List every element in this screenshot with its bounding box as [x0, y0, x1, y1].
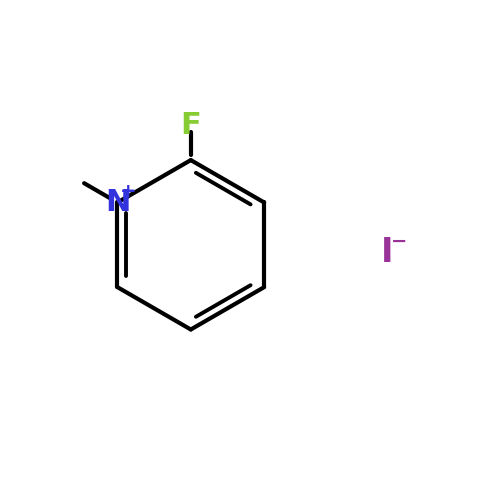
- Text: N: N: [105, 188, 130, 217]
- Text: −: −: [392, 232, 407, 251]
- Text: +: +: [120, 182, 136, 201]
- Text: I: I: [381, 236, 394, 269]
- Text: F: F: [180, 111, 201, 140]
